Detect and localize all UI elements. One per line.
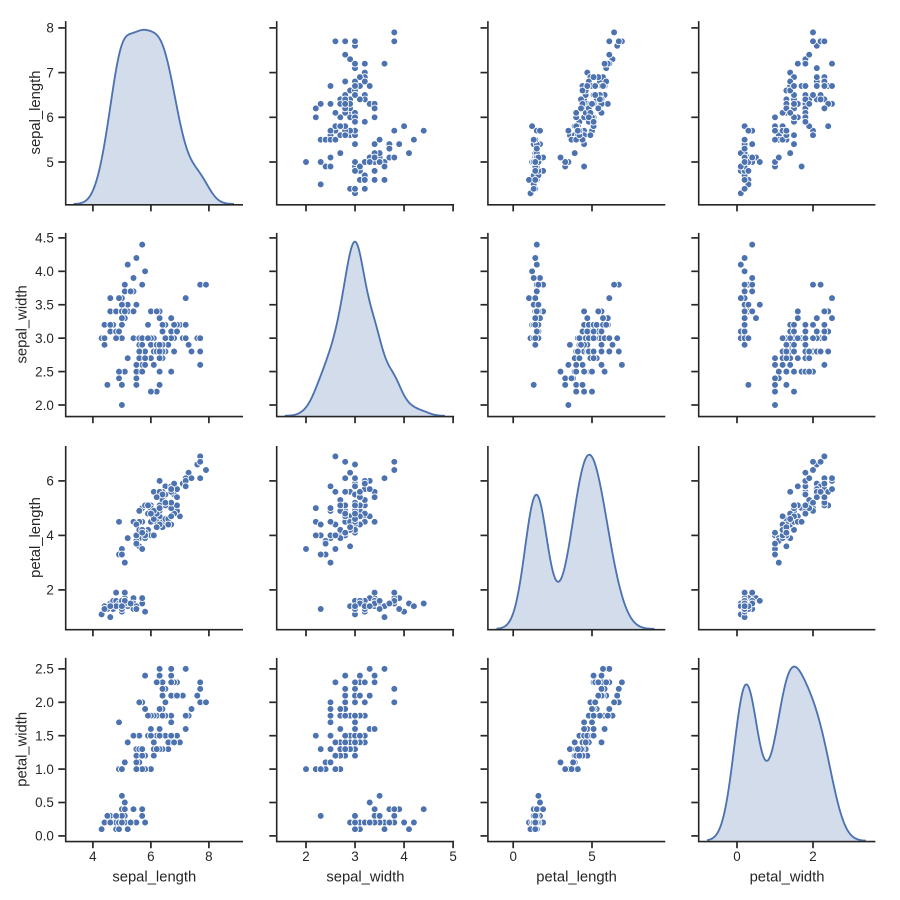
svg-text:5: 5 — [449, 849, 456, 864]
svg-text:6: 6 — [147, 849, 154, 864]
svg-text:7: 7 — [46, 65, 53, 80]
svg-text:2: 2 — [46, 583, 53, 598]
svg-text:4: 4 — [400, 849, 408, 864]
svg-text:4: 4 — [46, 528, 54, 543]
svg-text:petal_length: petal_length — [536, 870, 617, 886]
svg-text:sepal_width: sepal_width — [15, 285, 31, 363]
svg-text:6: 6 — [46, 474, 53, 489]
svg-text:4.5: 4.5 — [35, 231, 54, 246]
svg-text:2: 2 — [809, 849, 816, 864]
svg-text:petal_width: petal_width — [15, 712, 31, 787]
svg-text:0.5: 0.5 — [35, 795, 54, 810]
svg-text:8: 8 — [46, 21, 53, 36]
svg-text:1.0: 1.0 — [35, 762, 54, 777]
svg-text:2.0: 2.0 — [35, 695, 54, 710]
svg-text:2.0: 2.0 — [35, 398, 54, 413]
svg-text:3.0: 3.0 — [35, 331, 54, 346]
svg-text:0.0: 0.0 — [35, 829, 54, 844]
svg-text:2.5: 2.5 — [35, 662, 54, 677]
svg-text:2.5: 2.5 — [35, 364, 54, 379]
svg-text:8: 8 — [205, 849, 212, 864]
svg-text:0: 0 — [733, 849, 740, 864]
svg-text:petal_width: petal_width — [750, 870, 825, 886]
svg-text:sepal_length: sepal_length — [112, 870, 196, 886]
svg-text:4.0: 4.0 — [35, 264, 54, 279]
svg-text:5: 5 — [588, 849, 595, 864]
svg-text:1.5: 1.5 — [35, 728, 54, 743]
svg-text:sepal_width: sepal_width — [326, 870, 404, 886]
svg-text:3: 3 — [351, 849, 358, 864]
svg-text:sepal_length: sepal_length — [28, 71, 44, 155]
svg-text:0: 0 — [509, 849, 516, 864]
svg-text:6: 6 — [46, 110, 53, 125]
svg-text:5: 5 — [46, 155, 53, 170]
svg-text:3.5: 3.5 — [35, 298, 54, 313]
svg-text:4: 4 — [89, 849, 97, 864]
svg-text:2: 2 — [302, 849, 309, 864]
svg-text:petal_length: petal_length — [28, 497, 44, 578]
